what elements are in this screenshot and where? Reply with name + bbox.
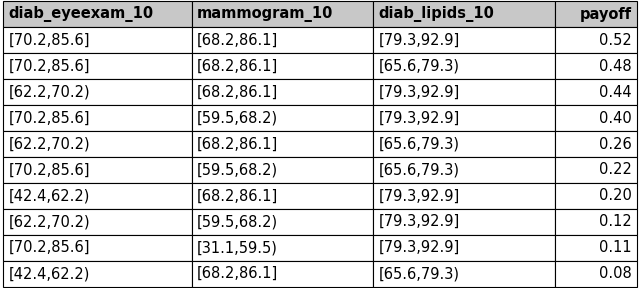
Text: 0.12: 0.12	[599, 214, 632, 229]
Text: 0.26: 0.26	[599, 137, 632, 151]
Bar	[3, 235, 192, 261]
Text: [70.2,85.6]: [70.2,85.6]	[8, 240, 90, 255]
Text: [79.3,92.9]: [79.3,92.9]	[378, 214, 460, 229]
Bar	[3, 157, 192, 183]
Text: 0.44: 0.44	[599, 85, 632, 100]
Text: 0.22: 0.22	[599, 162, 632, 177]
Bar	[3, 131, 192, 157]
Text: 0.20: 0.20	[599, 188, 632, 203]
Text: [68.2,86.1]: [68.2,86.1]	[197, 33, 278, 48]
Bar	[555, 79, 637, 105]
Text: 0.08: 0.08	[599, 266, 632, 281]
Text: [79.3,92.9]: [79.3,92.9]	[378, 188, 460, 203]
Bar	[373, 157, 555, 183]
Text: 0.52: 0.52	[599, 33, 632, 48]
Bar	[3, 27, 192, 53]
Text: [65.6,79.3): [65.6,79.3)	[378, 162, 460, 177]
Text: [42.4,62.2): [42.4,62.2)	[8, 188, 90, 203]
Bar	[555, 105, 637, 131]
Bar	[373, 1, 555, 27]
Bar	[555, 183, 637, 209]
Text: [68.2,86.1]: [68.2,86.1]	[197, 59, 278, 74]
Bar	[192, 79, 373, 105]
Text: [68.2,86.1]: [68.2,86.1]	[197, 188, 278, 203]
Bar	[3, 183, 192, 209]
Text: [62.2,70.2): [62.2,70.2)	[8, 214, 90, 229]
Bar	[555, 235, 637, 261]
Text: [79.3,92.9]: [79.3,92.9]	[378, 111, 460, 126]
Bar	[555, 1, 637, 27]
Bar	[555, 157, 637, 183]
Bar	[373, 53, 555, 79]
Text: diab_lipids_10: diab_lipids_10	[378, 6, 494, 22]
Bar	[555, 261, 637, 287]
Text: payoff: payoff	[580, 7, 632, 22]
Bar	[555, 131, 637, 157]
Bar	[373, 183, 555, 209]
Bar	[192, 183, 373, 209]
Text: [62.2,70.2): [62.2,70.2)	[8, 137, 90, 151]
Bar	[373, 131, 555, 157]
Text: mammogram_10: mammogram_10	[197, 6, 333, 22]
Bar	[373, 27, 555, 53]
Bar	[3, 53, 192, 79]
Text: [59.5,68.2): [59.5,68.2)	[197, 111, 278, 126]
Text: 0.11: 0.11	[599, 240, 632, 255]
Bar	[373, 79, 555, 105]
Bar	[555, 27, 637, 53]
Text: 0.40: 0.40	[599, 111, 632, 126]
Bar	[3, 261, 192, 287]
Bar	[192, 53, 373, 79]
Bar	[192, 105, 373, 131]
Text: [70.2,85.6]: [70.2,85.6]	[8, 33, 90, 48]
Text: [79.3,92.9]: [79.3,92.9]	[378, 33, 460, 48]
Text: [31.1,59.5): [31.1,59.5)	[197, 240, 278, 255]
Text: [68.2,86.1]: [68.2,86.1]	[197, 137, 278, 151]
Text: 0.48: 0.48	[599, 59, 632, 74]
Text: [65.6,79.3): [65.6,79.3)	[378, 59, 460, 74]
Bar	[555, 53, 637, 79]
Bar	[192, 209, 373, 235]
Bar	[192, 157, 373, 183]
Bar	[3, 1, 192, 27]
Text: [59.5,68.2): [59.5,68.2)	[197, 214, 278, 229]
Bar	[3, 209, 192, 235]
Text: [62.2,70.2): [62.2,70.2)	[8, 85, 90, 100]
Bar	[373, 261, 555, 287]
Text: [65.6,79.3): [65.6,79.3)	[378, 137, 460, 151]
Text: [70.2,85.6]: [70.2,85.6]	[8, 111, 90, 126]
Text: [68.2,86.1]: [68.2,86.1]	[197, 266, 278, 281]
Bar	[192, 235, 373, 261]
Text: [70.2,85.6]: [70.2,85.6]	[8, 59, 90, 74]
Text: [70.2,85.6]: [70.2,85.6]	[8, 162, 90, 177]
Text: [79.3,92.9]: [79.3,92.9]	[378, 240, 460, 255]
Text: [59.5,68.2): [59.5,68.2)	[197, 162, 278, 177]
Text: [42.4,62.2): [42.4,62.2)	[8, 266, 90, 281]
Bar	[373, 105, 555, 131]
Bar	[373, 209, 555, 235]
Text: [68.2,86.1]: [68.2,86.1]	[197, 85, 278, 100]
Bar	[373, 235, 555, 261]
Bar	[555, 209, 637, 235]
Bar	[192, 131, 373, 157]
Bar	[192, 1, 373, 27]
Text: [65.6,79.3): [65.6,79.3)	[378, 266, 460, 281]
Text: [79.3,92.9]: [79.3,92.9]	[378, 85, 460, 100]
Bar	[192, 27, 373, 53]
Text: diab_eyeexam_10: diab_eyeexam_10	[8, 6, 154, 22]
Bar	[192, 261, 373, 287]
Bar	[3, 79, 192, 105]
Bar	[3, 105, 192, 131]
